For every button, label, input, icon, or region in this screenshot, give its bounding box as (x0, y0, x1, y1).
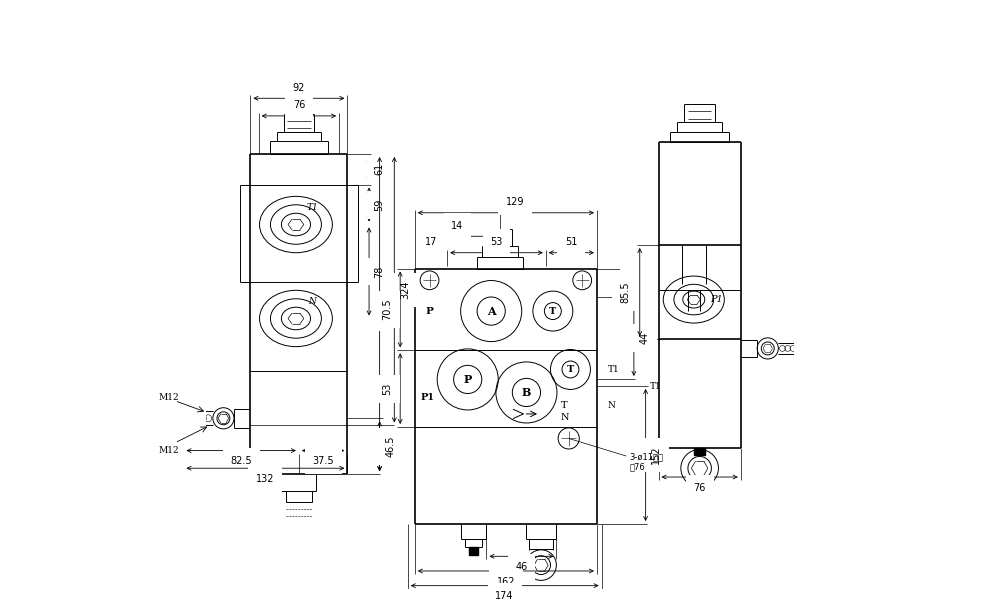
Text: 51: 51 (565, 237, 578, 247)
Text: 44: 44 (639, 332, 649, 344)
Text: 70.5: 70.5 (382, 299, 392, 320)
Text: 53: 53 (382, 382, 392, 395)
Text: 152: 152 (651, 446, 661, 465)
Text: N: N (560, 413, 569, 423)
Text: 37.5: 37.5 (312, 456, 334, 466)
Bar (694, 448, 705, 455)
Text: 59: 59 (375, 198, 385, 211)
Text: T1: T1 (650, 382, 661, 391)
Text: T: T (561, 401, 568, 410)
Text: 17: 17 (425, 237, 437, 247)
Text: 76: 76 (293, 100, 305, 111)
Text: B: B (522, 387, 531, 398)
Text: T1: T1 (306, 203, 318, 212)
Text: N: N (607, 401, 615, 410)
Text: T1: T1 (607, 365, 619, 374)
Text: 15: 15 (628, 276, 638, 289)
Text: M12: M12 (159, 446, 179, 455)
Text: 129: 129 (506, 197, 524, 207)
Text: 162: 162 (497, 576, 515, 587)
Text: 85.5: 85.5 (620, 281, 630, 303)
Text: 324: 324 (400, 281, 410, 299)
Text: 61: 61 (375, 163, 385, 175)
Text: P: P (425, 307, 433, 316)
Text: 46: 46 (515, 562, 528, 572)
Text: P1: P1 (711, 295, 723, 304)
Text: 78: 78 (375, 265, 385, 278)
Text: A: A (487, 305, 496, 317)
Text: 14: 14 (451, 221, 464, 231)
Text: 132: 132 (256, 474, 275, 484)
Text: T: T (567, 365, 574, 374)
Text: P1: P1 (421, 392, 435, 401)
Text: 76: 76 (693, 483, 706, 493)
Text: 174: 174 (495, 591, 514, 601)
Text: 3-ø11通孔
深76: 3-ø11通孔 深76 (629, 452, 663, 472)
Text: T: T (549, 307, 556, 316)
Text: 53: 53 (490, 237, 503, 247)
Text: N: N (308, 297, 316, 306)
Text: 82.5: 82.5 (230, 456, 252, 466)
Bar (469, 548, 478, 555)
Text: P: P (464, 374, 472, 385)
Text: M12: M12 (159, 393, 179, 402)
Text: 182: 182 (385, 305, 395, 323)
Text: 92: 92 (293, 83, 305, 93)
Text: 46.5: 46.5 (385, 436, 395, 457)
